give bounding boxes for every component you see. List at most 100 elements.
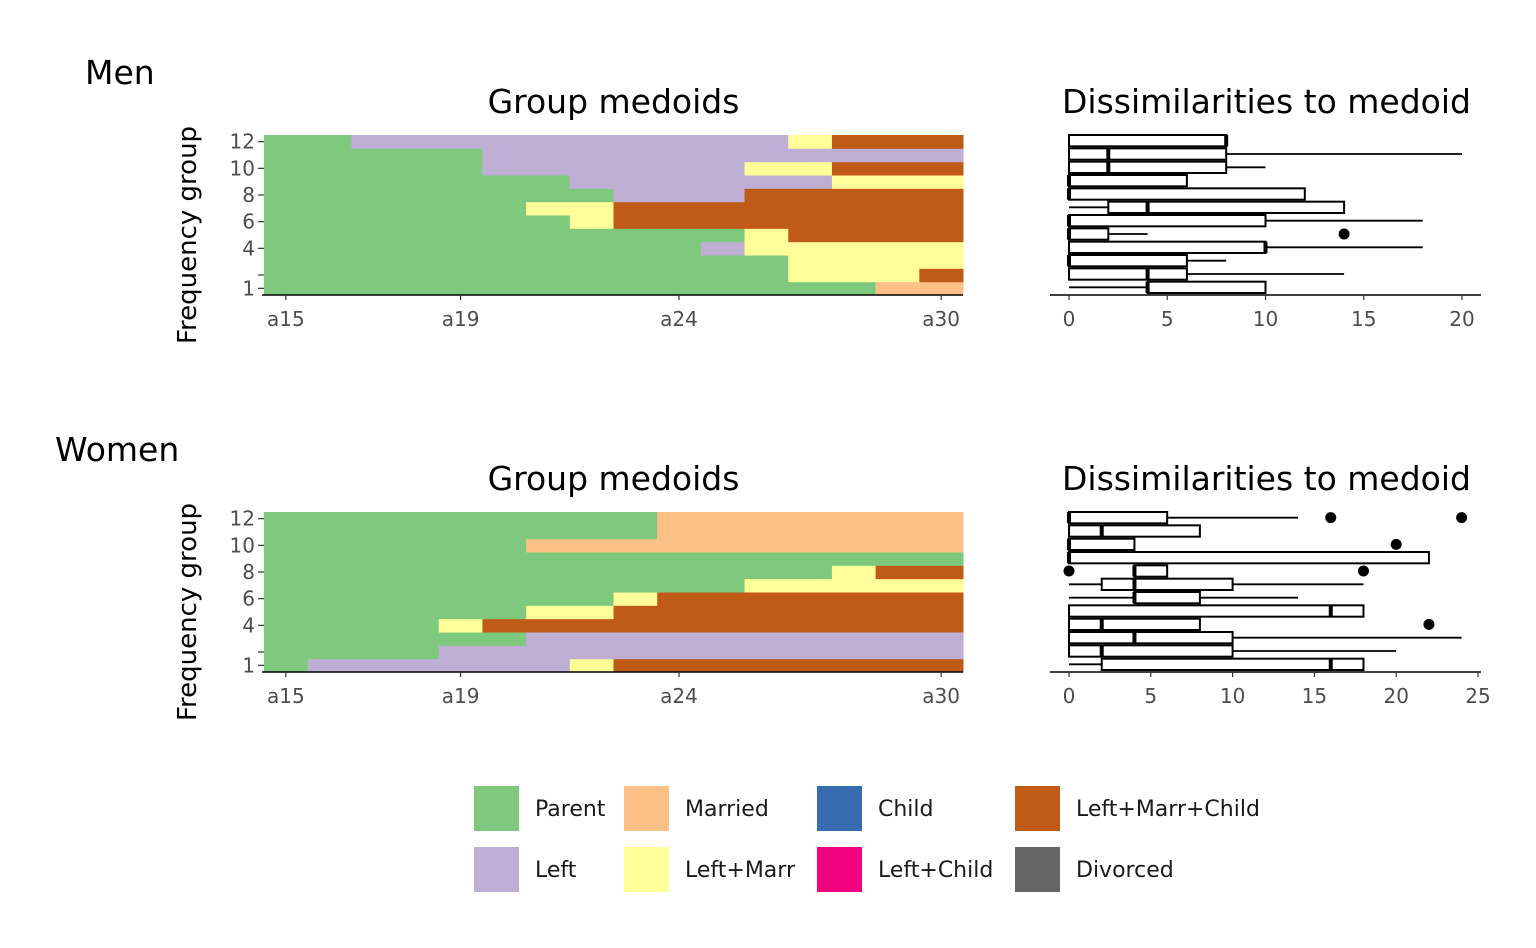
- box-g3: [1068, 254, 1188, 268]
- box-g6: [1068, 214, 1267, 228]
- medoid-cell-g4-left-marr-child: [482, 618, 964, 633]
- medoid-cell-g12-left: [351, 135, 789, 149]
- medoid-cell-g5-parent: [264, 228, 746, 243]
- dissimilarities-x-tick-label: 10: [1220, 684, 1245, 708]
- legend: Parent Left Married Left+Marr Child Left+Chil…: [474, 786, 1260, 892]
- legend-swatch-left-marr-child: [1015, 786, 1060, 831]
- legend-swatch-divorced: [1015, 847, 1060, 892]
- medoid-cell-g11-left: [482, 148, 964, 163]
- medoid-cell-g12-parent: [264, 512, 658, 526]
- medoid-cell-g8-left-marr-child: [875, 565, 964, 580]
- outlier-point: [1390, 538, 1402, 550]
- medoid-cell-g8-left: [613, 188, 746, 203]
- legend-swatch-married: [624, 786, 669, 831]
- medoid-cell-g3-parent: [264, 632, 527, 646]
- medoid-cell-g10-left-marr-child: [831, 161, 964, 176]
- medoid-cell-g1-married: [875, 281, 964, 296]
- medoid-cell-g5-left-marr: [744, 228, 789, 243]
- outlier-point: [1325, 512, 1337, 524]
- box-g10: [1068, 160, 1228, 175]
- medoids-x-tick-label: a30: [922, 307, 960, 331]
- medoid-cell-g9-parent: [264, 175, 571, 189]
- medoid-cell-g9-left-marr: [831, 175, 964, 189]
- medoid-cell-g6-parent: [264, 592, 614, 606]
- box-g4: [1068, 240, 1267, 255]
- medoids-y-tick-label: 10: [230, 156, 255, 180]
- dissimilarities-x-tick-label: 20: [1449, 307, 1474, 331]
- box-g8: [1133, 564, 1169, 578]
- medoid-cell-g12-left-marr: [788, 135, 833, 149]
- legend-label: Child: [878, 797, 934, 822]
- medoid-cell-g6-left-marr-child: [657, 592, 964, 606]
- medoid-cell-g8-parent: [264, 565, 833, 580]
- medoid-cell-g5-left-marr: [526, 605, 614, 620]
- outlier-point: [1456, 512, 1468, 524]
- medoids-y-tick-label: 6: [242, 587, 255, 611]
- panel-group-label: Men: [85, 53, 155, 92]
- dissimilarities-x-tick-label: 5: [1144, 684, 1157, 708]
- medoid-cell-g4-parent: [264, 241, 702, 256]
- medoids-y-label: Frequency group: [173, 503, 203, 721]
- legend-swatch-left-child: [817, 847, 862, 892]
- box-g7: [1100, 577, 1234, 592]
- box-g1: [1146, 280, 1267, 294]
- medoid-cell-g8-left-marr: [831, 565, 877, 580]
- medoids-y-tick-label: 12: [230, 130, 255, 154]
- medoids-title: Group medoids: [488, 459, 740, 498]
- medoid-cell-g12-parent: [264, 135, 352, 149]
- medoid-cell-g9-left: [569, 175, 833, 189]
- medoids-title: Group medoids: [488, 82, 740, 121]
- medoid-cell-g7-parent: [264, 201, 527, 216]
- box-g11: [1068, 147, 1228, 161]
- medoid-cell-g12-married: [657, 512, 964, 526]
- box-g6: [1133, 591, 1201, 605]
- medoid-cell-g5-left-marr-child: [613, 605, 964, 620]
- medoid-cell-g4-left-marr: [788, 241, 964, 256]
- medoids-y-tick-label: 1: [242, 276, 255, 300]
- box-g7: [1107, 200, 1346, 215]
- box-g1: [1100, 657, 1365, 672]
- medoid-cell-g11-parent: [264, 525, 658, 540]
- dissimilarities-x-tick-label: 0: [1063, 307, 1076, 331]
- medoids-x-tick-label: a19: [442, 684, 480, 708]
- box-g11: [1068, 524, 1201, 538]
- outlier-point: [1357, 565, 1369, 577]
- medoid-cell-g11-parent: [264, 148, 483, 163]
- medoids-x-tick-label: a30: [922, 684, 960, 708]
- box-g10: [1068, 537, 1136, 552]
- medoids-x-tick-label: a15: [267, 684, 305, 708]
- legend-swatch-child: [817, 786, 862, 831]
- medoid-cell-g12-left-marr-child: [831, 135, 964, 149]
- dissimilarities-x-tick-label: 20: [1383, 684, 1408, 708]
- medoid-cell-g2-parent: [264, 645, 440, 660]
- medoids-y-label: Frequency group: [173, 126, 203, 344]
- medoid-cell-g6-left-marr: [569, 215, 614, 229]
- medoid-cell-g1-left-marr-child: [613, 658, 964, 673]
- box-g12: [1068, 134, 1228, 148]
- medoid-cell-g6-left-marr: [613, 592, 658, 606]
- legend-label: Left+Marr+Child: [1076, 797, 1260, 822]
- dissimilarities-x-tick-label: 10: [1253, 307, 1278, 331]
- outlier-point: [1423, 618, 1435, 630]
- legend-swatch-left-marr: [624, 847, 669, 892]
- legend-swatch-left: [474, 847, 519, 892]
- medoids-y-tick-label: 8: [242, 560, 255, 584]
- medoid-cell-g3-left-marr: [788, 255, 964, 269]
- medoids-x-tick-label: a19: [442, 307, 480, 331]
- box-g5: [1068, 227, 1110, 241]
- medoid-cell-g1-parent: [264, 658, 309, 673]
- dissimilarities-title: Dissimilarities to medoid: [1062, 82, 1471, 121]
- medoid-cell-g2-parent: [264, 268, 789, 283]
- medoid-cell-g8-parent: [264, 188, 614, 203]
- medoid-cell-g10-parent: [264, 538, 527, 553]
- medoids-x-tick-label: a24: [660, 684, 698, 708]
- dissimilarities-title: Dissimilarities to medoid: [1062, 459, 1471, 498]
- medoid-cell-g6-parent: [264, 215, 571, 229]
- medoid-cell-g2-left: [438, 645, 964, 660]
- medoid-cell-g7-parent: [264, 578, 746, 593]
- medoid-cell-g1-parent: [264, 281, 877, 296]
- legend-label: Left+Child: [878, 858, 993, 883]
- legend-swatch-parent: [474, 786, 519, 831]
- medoid-cell-g10-married: [526, 538, 964, 553]
